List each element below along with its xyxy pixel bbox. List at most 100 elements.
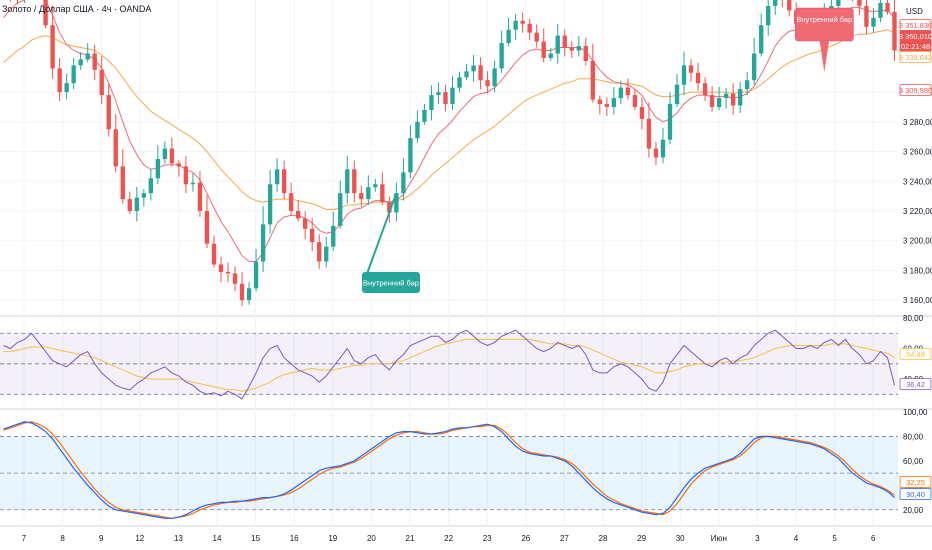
candle-body[interactable] (113, 129, 118, 167)
candle-body[interactable] (555, 35, 560, 54)
candle-body[interactable] (204, 210, 210, 244)
candle-body[interactable] (871, 17, 876, 27)
candle-body[interactable] (618, 87, 624, 99)
candle-body[interactable] (141, 193, 146, 198)
candle-body[interactable] (197, 182, 203, 211)
candle-body[interactable] (408, 138, 413, 173)
candle-body[interactable] (709, 95, 715, 107)
candle-body[interactable] (155, 158, 161, 179)
candle-body[interactable] (127, 199, 132, 211)
candle-body[interactable] (534, 32, 539, 42)
candle-body[interactable] (857, 0, 862, 6)
candle-body[interactable] (295, 210, 301, 219)
candle-body[interactable] (373, 184, 378, 188)
candle-body[interactable] (611, 98, 617, 107)
candle-body[interactable] (625, 87, 631, 96)
candle-body[interactable] (639, 106, 645, 119)
candle-body[interactable] (478, 65, 483, 81)
candle-body[interactable] (324, 246, 329, 262)
candle-body[interactable] (674, 84, 680, 105)
candle-body[interactable] (92, 53, 97, 70)
candle-body[interactable] (737, 89, 743, 106)
candle-body[interactable] (288, 193, 294, 211)
candle-body[interactable] (246, 288, 252, 301)
candle-body[interactable] (366, 187, 371, 200)
candle-body[interactable] (429, 95, 434, 110)
candle-body[interactable] (443, 92, 448, 105)
candle-body[interactable] (513, 20, 518, 30)
candle-body[interactable] (744, 80, 750, 90)
candle-body[interactable] (716, 98, 722, 107)
candle-body[interactable] (50, 25, 55, 69)
candle-body[interactable] (71, 65, 76, 84)
candle-body[interactable] (211, 243, 217, 265)
candle-body[interactable] (492, 68, 497, 87)
candle-body[interactable] (225, 271, 231, 274)
candle-body[interactable] (303, 218, 308, 229)
candle-body[interactable] (499, 43, 504, 69)
candle-body[interactable] (106, 95, 111, 130)
candle-body[interactable] (64, 83, 69, 93)
candle-body[interactable] (232, 273, 238, 284)
candle-body[interactable] (310, 228, 315, 243)
candle-body[interactable] (688, 65, 694, 73)
candle-body[interactable] (401, 172, 406, 194)
candle-body[interactable] (787, 0, 792, 11)
candle-body[interactable] (260, 224, 266, 262)
candle-body[interactable] (43, 0, 48, 26)
candle-body[interactable] (485, 80, 490, 87)
candle-body[interactable] (415, 121, 420, 139)
candle-body[interactable] (352, 169, 357, 194)
candle-body[interactable] (345, 169, 350, 194)
candle-body[interactable] (450, 87, 455, 105)
candle-body[interactable] (548, 53, 553, 58)
candle-body[interactable] (632, 95, 638, 107)
candle-body[interactable] (590, 60, 595, 100)
candle-body[interactable] (702, 83, 708, 96)
candle-body[interactable] (274, 169, 280, 185)
candle-body[interactable] (190, 182, 196, 185)
candle-body[interactable] (120, 166, 125, 200)
candle-body[interactable] (723, 93, 729, 99)
candle-body[interactable] (646, 118, 652, 149)
candle-body[interactable] (653, 148, 659, 158)
candle-body[interactable] (695, 72, 701, 84)
candle-body[interactable] (57, 68, 62, 93)
candle-body[interactable] (569, 47, 574, 51)
candle-body[interactable] (267, 184, 273, 225)
candle-body[interactable] (162, 148, 168, 159)
candle-body[interactable] (394, 193, 399, 213)
candle-body[interactable] (667, 104, 673, 140)
candle-body[interactable] (85, 53, 90, 60)
candle-body[interactable] (457, 77, 462, 88)
candle-body[interactable] (759, 25, 764, 54)
candle-body[interactable] (520, 20, 525, 24)
candle-body[interactable] (864, 5, 869, 27)
candle-body[interactable] (99, 69, 104, 96)
candle-body[interactable] (773, 0, 778, 6)
candle-body[interactable] (576, 46, 581, 51)
candle-body[interactable] (836, 0, 841, 6)
candle-body[interactable] (752, 53, 757, 81)
candle-body[interactable] (681, 65, 687, 85)
candle-body[interactable] (317, 242, 322, 262)
candle-body[interactable] (604, 104, 610, 107)
candle-body[interactable] (218, 264, 224, 272)
candle-body[interactable] (380, 184, 385, 203)
candle-body[interactable] (660, 139, 666, 158)
candle-body[interactable] (359, 193, 364, 200)
candle-body[interactable] (527, 23, 532, 33)
candle-body[interactable] (387, 202, 392, 213)
candle-body[interactable] (239, 283, 245, 301)
candle-body[interactable] (597, 99, 603, 105)
candle-body[interactable] (331, 225, 336, 247)
candle-body[interactable] (176, 163, 182, 167)
candle-body[interactable] (338, 193, 343, 226)
candle-body[interactable] (183, 166, 189, 185)
candle-body[interactable] (464, 71, 469, 78)
candle-body[interactable] (471, 65, 476, 72)
candle-body[interactable] (148, 178, 154, 194)
candle-body[interactable] (885, 2, 890, 12)
candle-body[interactable] (506, 29, 511, 44)
candle-body[interactable] (878, 2, 883, 18)
